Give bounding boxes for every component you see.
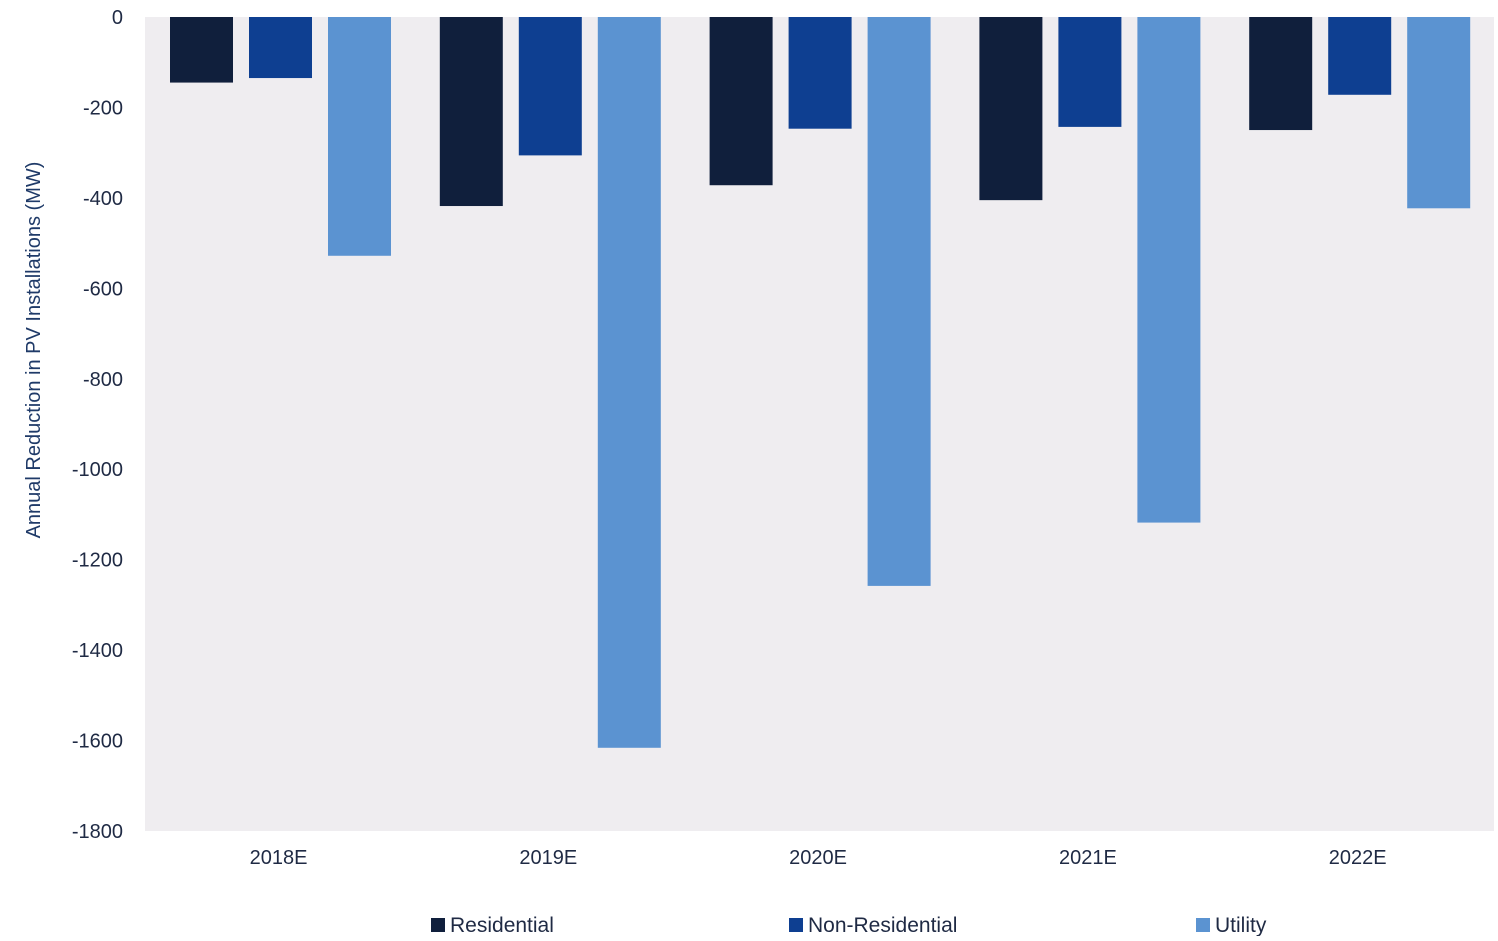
y-tick-label: 0 xyxy=(112,7,123,29)
bar-non-residential-2020e xyxy=(788,17,852,129)
y-tick-label: -1400 xyxy=(72,640,123,662)
bar-non-residential-2018e xyxy=(249,17,312,79)
x-tick-label: 2020E xyxy=(789,847,847,869)
legend-swatch xyxy=(789,918,803,932)
y-tick-label: -1800 xyxy=(72,821,123,843)
legend-swatch xyxy=(431,918,445,932)
y-tick-label: -800 xyxy=(83,369,123,391)
bar-utility-2022e xyxy=(1407,17,1471,209)
legend-label: Non-Residential xyxy=(808,914,957,936)
y-tick-label: -1600 xyxy=(72,731,123,753)
y-tick-label: -1000 xyxy=(72,459,123,481)
x-tick-label: 2018E xyxy=(250,847,308,869)
y-axis-title: Annual Reduction in PV Installations (MW… xyxy=(23,162,45,539)
bar-residential-2019e xyxy=(439,17,503,207)
legend-label: Residential xyxy=(450,914,554,936)
bar-residential-2020e xyxy=(709,17,773,186)
bar-utility-2019e xyxy=(597,17,661,748)
bar-residential-2018e xyxy=(170,17,233,83)
bar-residential-2022e xyxy=(1249,17,1313,131)
bars xyxy=(170,17,1471,748)
bar-utility-2020e xyxy=(867,17,931,586)
legend-swatch xyxy=(1196,918,1210,932)
y-axis-ticks: 0 -200 -400 -600 -800 -1000 -1200 -1400 -1600 -18… xyxy=(72,7,123,843)
x-tick-label: 2019E xyxy=(519,847,577,869)
y-tick-label: -400 xyxy=(83,188,123,210)
bar-utility-2018e xyxy=(328,17,391,256)
bar-utility-2021e xyxy=(1137,17,1201,523)
bar-non-residential-2021e xyxy=(1058,17,1122,127)
x-tick-label: 2021E xyxy=(1059,847,1117,869)
legend-label: Utility xyxy=(1215,914,1267,936)
y-tick-label: -600 xyxy=(83,278,123,300)
x-axis-ticks: 2018E 2019E 2020E 2021E 2022E xyxy=(250,847,1387,869)
x-tick-label: 2022E xyxy=(1329,847,1387,869)
bar-residential-2021e xyxy=(979,17,1043,201)
bar-non-residential-2022e xyxy=(1328,17,1392,95)
y-tick-label: -200 xyxy=(83,97,123,119)
bar-non-residential-2019e xyxy=(518,17,582,156)
y-tick-label: -1200 xyxy=(72,550,123,572)
legend: Residential Non-Residential Utility xyxy=(431,914,1267,937)
